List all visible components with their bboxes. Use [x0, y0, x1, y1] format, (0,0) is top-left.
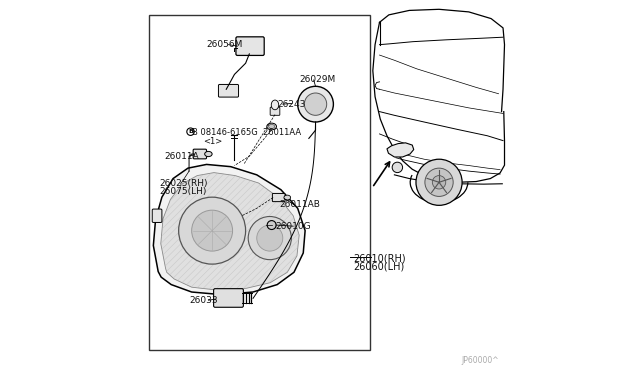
Text: 26029M: 26029M — [300, 76, 336, 84]
Text: 26011A: 26011A — [164, 152, 199, 161]
Text: 26075(LH): 26075(LH) — [159, 187, 207, 196]
Text: 26010(RH): 26010(RH) — [353, 254, 406, 263]
Text: 26056M: 26056M — [207, 40, 243, 49]
FancyBboxPatch shape — [273, 193, 285, 202]
FancyBboxPatch shape — [218, 84, 239, 97]
Text: 26243: 26243 — [277, 100, 305, 109]
Circle shape — [305, 93, 326, 115]
Ellipse shape — [269, 124, 275, 129]
FancyBboxPatch shape — [214, 289, 243, 307]
Ellipse shape — [267, 123, 276, 130]
Circle shape — [179, 197, 246, 264]
Circle shape — [187, 128, 195, 135]
Text: <1>: <1> — [203, 137, 222, 146]
FancyBboxPatch shape — [193, 149, 207, 159]
Ellipse shape — [205, 151, 212, 157]
Bar — [149, 15, 370, 350]
Circle shape — [298, 86, 333, 122]
Circle shape — [267, 221, 276, 230]
Circle shape — [425, 168, 453, 196]
Text: 26025(RH): 26025(RH) — [159, 179, 208, 187]
Text: B: B — [188, 129, 193, 134]
Text: 26011AB: 26011AB — [279, 200, 320, 209]
Circle shape — [191, 210, 232, 251]
Text: B 08146-6165G  26011AA: B 08146-6165G 26011AA — [191, 128, 301, 137]
Circle shape — [248, 217, 291, 260]
FancyBboxPatch shape — [270, 107, 280, 115]
Ellipse shape — [284, 195, 291, 200]
Circle shape — [416, 159, 462, 205]
Text: 26010G: 26010G — [275, 222, 311, 231]
Polygon shape — [387, 143, 413, 157]
Ellipse shape — [271, 100, 278, 110]
Polygon shape — [154, 164, 305, 295]
Polygon shape — [161, 173, 299, 290]
Circle shape — [433, 176, 445, 189]
Text: JP60000^: JP60000^ — [461, 356, 499, 365]
Text: 26033: 26033 — [190, 296, 218, 305]
Circle shape — [257, 225, 283, 251]
Circle shape — [392, 162, 403, 173]
Text: 26060(LH): 26060(LH) — [353, 262, 404, 272]
FancyBboxPatch shape — [236, 37, 264, 55]
FancyBboxPatch shape — [152, 209, 162, 222]
